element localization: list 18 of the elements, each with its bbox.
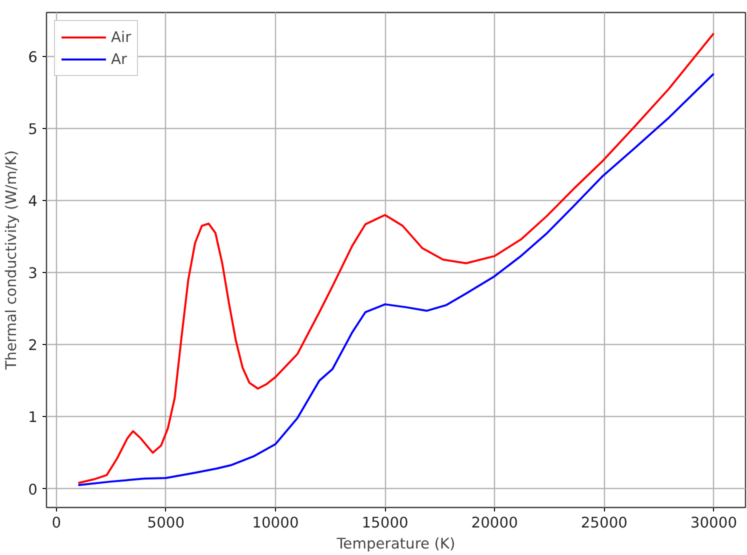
y-axis-title: Thermal conductivity (W/m/K) [3,150,20,371]
y-tick-label: 2 [28,337,38,354]
y-tick-label: 0 [28,481,38,498]
x-tick-label: 10000 [252,514,299,532]
legend-label: Ar [111,50,128,68]
x-tick-label: 5000 [147,514,185,532]
legend-label: Air [111,28,132,46]
y-tick-label: 5 [28,121,38,138]
x-tick-label: 25000 [580,514,628,532]
x-tick-label: 30000 [690,514,738,532]
y-tick-label: 1 [28,409,38,426]
y-tick-label: 3 [28,265,38,282]
y-tick-label: 4 [28,193,38,210]
x-tick-label: 0 [52,514,62,532]
y-tick-label: 6 [28,48,38,66]
x-tick-label: 20000 [471,514,518,532]
x-tick-label: 15000 [362,514,408,532]
x-axis-title: Temperature (K) [336,536,456,552]
